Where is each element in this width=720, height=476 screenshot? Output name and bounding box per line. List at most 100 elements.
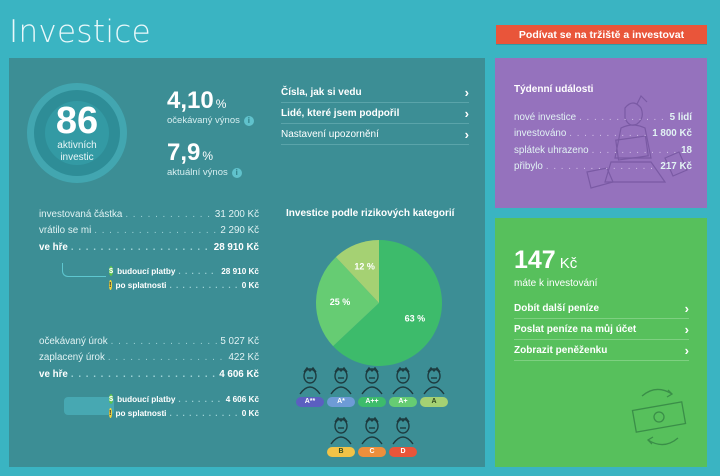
interest-summary: očekávaný úrok 5 027 Kč zaplacený úrok 422… [39,333,259,383]
principal-breakdown: $budoucí platby 28 910 Kč !po splatnosti 0… [109,264,259,292]
link-supported-people[interactable]: Lidé, které jsem podpořil › [281,103,469,124]
stats-links: Čísla, jak si vedu › Lidé, které jsem pod… [281,82,469,145]
money-exchange-icon [631,388,687,446]
active-investments-label-1: aktivních [57,140,97,151]
rating-badge: B [327,447,355,457]
link-label: Čísla, jak si vedu [281,86,362,98]
row-value: 28 910 Kč [221,266,259,276]
active-investments-label-2: investic [60,152,94,163]
rating-figure[interactable]: D [388,416,418,457]
rating-figure[interactable]: A** [295,366,325,407]
person-icon [423,366,445,395]
row-label: nové investice [514,111,577,123]
info-icon[interactable]: i [243,116,254,126]
pie-slice-label: 25 % [330,297,351,307]
person-icon [299,366,321,395]
row-label: ve hře [39,241,68,253]
link-label: Nastavení upozornění [281,128,379,140]
chevron-right-icon: › [684,300,689,316]
row-value: 4 606 Kč [219,368,259,380]
row-value: 31 200 Kč [214,208,259,220]
row-label: zaplacený úrok [39,352,105,364]
row-label: ve hře [39,368,68,380]
row-label: budoucí platby [117,266,176,276]
current-yield: 7,9% aktuální výnos i [167,139,242,178]
chart-title: Investice podle rizikových kategorií [286,208,455,219]
row-value: 18 [681,144,692,156]
weekly-events-panel: Týdenní události nové investice 5 lidí in… [495,58,707,208]
balance-value: 147 [514,246,556,274]
rating-figure[interactable]: A [419,366,449,407]
rating-badge: A** [296,397,324,407]
pie-slice-label: 12 % [354,262,375,272]
row-value: 422 Kč [228,352,259,364]
weekly-events-title: Týdenní události [514,84,594,95]
rating-figure[interactable]: A* [326,366,356,407]
page-title: Investice [9,14,151,50]
row-value: 1 800 Kč [652,128,692,140]
person-icon [330,416,352,445]
link-withdraw[interactable]: Poslat peníze na můj účet › [514,319,689,340]
dollar-icon: $ [109,394,114,404]
rating-figure[interactable]: C [357,416,387,457]
person-icon [392,366,414,395]
row-label: vrátilo se mi [39,225,92,237]
info-icon[interactable]: i [231,168,242,178]
row-label: splátek uhrazeno [514,144,589,156]
expected-yield-value: 4,10 [167,87,214,114]
summary-row: vrátilo se mi 2 290 Kč [39,223,259,240]
active-investments-badge: 86 aktivních investic [27,83,127,183]
link-notification-settings[interactable]: Nastavení upozornění › [281,124,469,145]
link-label: Zobrazit peněženku [514,344,608,356]
row-value: 5 027 Kč [220,335,259,347]
rating-figure[interactable]: B [326,416,356,457]
pie-slice-label: 63 % [405,314,426,324]
breakdown-row: $budoucí platby 28 910 Kč [109,264,259,278]
wallet-drawer-icon [64,397,114,415]
list-item: nové investice 5 lidí [514,109,692,126]
row-value: 2 290 Kč [220,225,259,237]
available-balance: 147 Kč [514,246,577,275]
pie-slice [335,240,379,303]
summary-row: ve hře 28 910 Kč [39,239,259,256]
expected-yield-label: očekávaný výnos [167,115,240,126]
row-value: 217 Kč [660,161,692,173]
row-value: 4 606 Kč [225,394,259,404]
row-label: investováno [514,128,567,140]
warning-icon: ! [109,408,112,418]
rating-figure[interactable]: A++ [357,366,387,407]
row-label: očekávaný úrok [39,335,108,347]
person-icon [330,366,352,395]
link-label: Lidé, které jsem podpořil [281,107,400,119]
summary-row: ve hře 4 606 Kč [39,366,259,383]
weekly-events-list: nové investice 5 lidí investováno 1 800 Kč… [514,109,692,175]
summary-row: očekávaný úrok 5 027 Kč [39,333,259,350]
person-icon [392,416,414,445]
chevron-right-icon: › [464,105,469,121]
rating-figure[interactable]: A+ [388,366,418,407]
chevron-right-icon: › [464,84,469,100]
balance-currency: Kč [559,255,578,272]
link-my-numbers[interactable]: Čísla, jak si vedu › [281,82,469,103]
branch-connector [62,263,106,277]
current-yield-unit: % [202,149,214,163]
wallet-panel: 147 Kč máte k investování Dobít další pen… [495,218,707,467]
dollar-icon: $ [109,266,114,276]
breakdown-row: !po splatnosti 0 Kč [109,278,259,292]
pie-slice [333,240,442,366]
chevron-right-icon: › [684,321,689,337]
row-label: přibylo [514,161,543,173]
pie-slice [316,257,379,347]
row-value: 28 910 Kč [213,241,259,253]
active-investments-count: 86 [55,100,99,142]
person-icon [361,416,383,445]
list-item: přibylo 217 Kč [514,159,692,176]
link-top-up[interactable]: Dobít další peníze › [514,298,689,319]
link-show-wallet[interactable]: Zobrazit peněženku › [514,340,689,361]
marketplace-invest-button[interactable]: Podívat se na tržiště a investovat [496,25,707,44]
balance-label: máte k investování [514,278,598,289]
current-yield-value: 7,9 [167,139,201,166]
list-item: splátek uhrazeno 18 [514,142,692,159]
risk-category-pie-chart: 63 % 25 % 12 % [316,240,442,366]
breakdown-row: $budoucí platby 4 606 Kč [109,392,259,406]
